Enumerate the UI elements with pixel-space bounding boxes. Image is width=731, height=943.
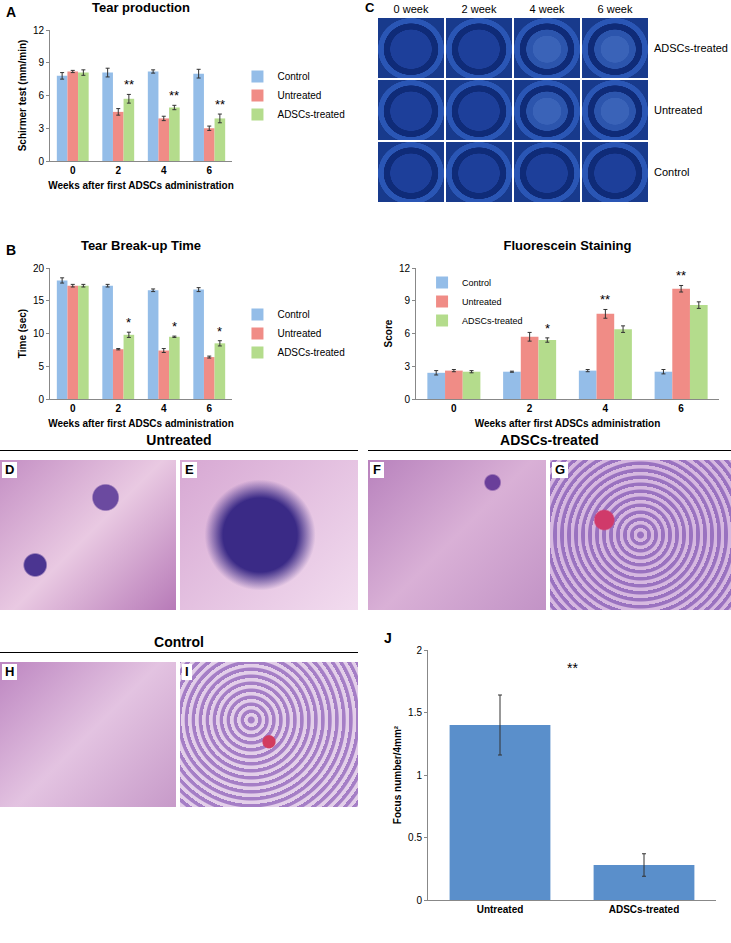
svg-text:2: 2 xyxy=(416,645,422,656)
svg-text:Weeks after first ADSCs admini: Weeks after first ADSCs administration xyxy=(48,180,234,191)
svg-text:**: ** xyxy=(567,660,578,676)
svg-text:6: 6 xyxy=(678,403,684,414)
svg-text:Untreated: Untreated xyxy=(277,328,321,339)
html-text:ADSCs-treated: ADSCs-treated xyxy=(500,432,599,448)
svg-text:B: B xyxy=(6,242,16,258)
svg-text:4: 4 xyxy=(161,403,167,414)
svg-text:ADSCs-treated: ADSCs-treated xyxy=(277,109,344,120)
svg-text:2: 2 xyxy=(115,403,121,414)
svg-text:Tear Break-up Time: Tear Break-up Time xyxy=(81,238,201,253)
html-text:0 week: 0 week xyxy=(393,3,429,15)
svg-text:6: 6 xyxy=(206,165,212,176)
svg-text:Focus number/4mm²: Focus number/4mm² xyxy=(392,725,403,824)
html-text:C: C xyxy=(365,0,375,15)
svg-text:Weeks after first ADSCs admini: Weeks after first ADSCs administration xyxy=(475,418,661,429)
svg-text:Weeks after first ADSCs admini: Weeks after first ADSCs administration xyxy=(48,418,234,429)
svg-text:0.5: 0.5 xyxy=(408,832,422,843)
svg-text:Tear production: Tear production xyxy=(92,0,190,15)
svg-text:4: 4 xyxy=(161,165,167,176)
html-text:H: H xyxy=(5,664,15,679)
html-text:4 week: 4 week xyxy=(529,3,565,15)
svg-text:1: 1 xyxy=(416,770,422,781)
svg-text:J: J xyxy=(384,630,392,646)
svg-text:Untreated: Untreated xyxy=(462,297,502,307)
svg-text:Time (sec): Time (sec) xyxy=(17,309,28,358)
svg-text:ADSCs-treated: ADSCs-treated xyxy=(609,904,680,915)
svg-text:4: 4 xyxy=(603,403,609,414)
svg-text:Untreated: Untreated xyxy=(477,904,524,915)
svg-text:Fluorescein Staining: Fluorescein Staining xyxy=(504,238,632,253)
svg-text:*: * xyxy=(172,319,177,334)
svg-text:**: ** xyxy=(600,292,610,307)
svg-text:0: 0 xyxy=(38,394,44,405)
html-text:Control: Control xyxy=(654,166,690,178)
svg-text:0: 0 xyxy=(70,165,76,176)
svg-text:ADSCs-treated: ADSCs-treated xyxy=(277,347,344,358)
html-text:I: I xyxy=(185,664,189,679)
svg-text:0: 0 xyxy=(451,403,457,414)
svg-text:*: * xyxy=(217,324,222,339)
html-text:F: F xyxy=(373,462,381,477)
svg-text:5: 5 xyxy=(38,361,44,372)
svg-text:*: * xyxy=(126,315,131,330)
html-text:2 week: 2 week xyxy=(461,3,497,15)
svg-text:6: 6 xyxy=(206,403,212,414)
svg-text:0: 0 xyxy=(404,394,410,405)
svg-text:**: ** xyxy=(215,97,225,112)
svg-text:20: 20 xyxy=(33,263,45,274)
html-text:6 week: 6 week xyxy=(597,3,633,15)
svg-text:12: 12 xyxy=(399,263,411,274)
svg-text:Schirmer test (mm/min): Schirmer test (mm/min) xyxy=(17,40,28,152)
svg-text:*: * xyxy=(545,321,550,336)
svg-text:6: 6 xyxy=(38,90,44,101)
html-text:Control: Control xyxy=(154,634,204,650)
svg-text:Untreated: Untreated xyxy=(277,90,321,101)
svg-text:3: 3 xyxy=(404,361,410,372)
html-text:Untreated: Untreated xyxy=(654,104,703,116)
svg-text:12: 12 xyxy=(33,25,45,36)
svg-text:Score: Score xyxy=(383,319,394,347)
html-text:G: G xyxy=(555,462,566,477)
svg-text:2: 2 xyxy=(527,403,533,414)
svg-text:9: 9 xyxy=(404,295,410,306)
html-text:D: D xyxy=(5,462,15,477)
svg-text:2: 2 xyxy=(115,165,121,176)
svg-text:**: ** xyxy=(676,268,686,283)
svg-text:0: 0 xyxy=(70,403,76,414)
svg-text:3: 3 xyxy=(38,123,44,134)
svg-text:15: 15 xyxy=(33,295,45,306)
svg-text:0: 0 xyxy=(416,895,422,906)
svg-text:A: A xyxy=(6,4,16,20)
svg-text:0: 0 xyxy=(38,156,44,167)
svg-text:Control: Control xyxy=(277,71,309,82)
svg-text:**: ** xyxy=(169,88,179,103)
html-text:Untreated: Untreated xyxy=(146,432,212,448)
svg-text:Control: Control xyxy=(462,278,491,288)
html-text:E: E xyxy=(185,462,194,477)
svg-text:9: 9 xyxy=(38,57,44,68)
svg-text:Control: Control xyxy=(277,309,309,320)
svg-text:10: 10 xyxy=(33,328,45,339)
svg-text:**: ** xyxy=(124,77,134,92)
svg-text:1.5: 1.5 xyxy=(408,707,422,718)
svg-text:6: 6 xyxy=(404,328,410,339)
html-text:ADSCs-treated: ADSCs-treated xyxy=(654,42,728,54)
svg-text:ADSCs-treated: ADSCs-treated xyxy=(462,316,523,326)
